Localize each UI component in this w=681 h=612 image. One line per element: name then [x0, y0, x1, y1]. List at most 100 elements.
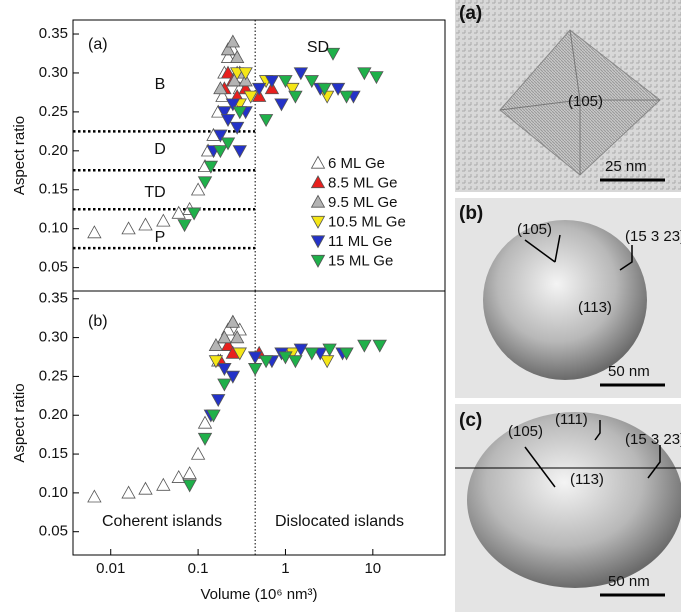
marker: [197, 432, 213, 446]
marker: [293, 343, 309, 357]
marker: [258, 114, 274, 128]
island-shape: [483, 220, 647, 380]
marker: [229, 121, 245, 135]
y-tick-label: 0.10: [39, 220, 68, 237]
y-tick-label: 0.30: [39, 329, 68, 346]
marker: [121, 485, 136, 499]
marker: [274, 98, 289, 112]
annotation: (a): [88, 36, 108, 53]
panel-label: (b): [459, 203, 483, 224]
marker: [171, 470, 186, 483]
marker: [232, 145, 247, 159]
marker: [330, 82, 346, 96]
marker: [322, 343, 337, 357]
marker: [220, 114, 236, 128]
pointer: [524, 234, 633, 271]
marker: [258, 355, 274, 369]
marker: [325, 47, 341, 61]
panel-label: (a): [459, 3, 482, 24]
marker: [357, 67, 372, 81]
annotation: P: [155, 229, 166, 246]
marker: [251, 82, 267, 96]
marker: [339, 90, 354, 104]
legend-marker: [310, 194, 326, 208]
y-tick-label: 0.05: [39, 259, 68, 276]
marker: [171, 205, 186, 219]
marker: [264, 75, 280, 89]
y-tick-label: 0.30: [39, 64, 68, 81]
marker: [225, 370, 241, 384]
scale-label: 50 nm: [608, 573, 650, 590]
marker: [206, 409, 221, 423]
marker: [229, 330, 245, 344]
marker: [190, 446, 206, 460]
marker: [227, 73, 242, 87]
marker: [182, 466, 197, 480]
marker: [177, 219, 192, 233]
legend-label: 10.5 ML Ge: [328, 213, 406, 230]
marker: [278, 351, 293, 365]
marker: [288, 355, 303, 369]
annotation: B: [155, 76, 166, 93]
marker: [243, 90, 258, 104]
legend-marker: [310, 215, 326, 229]
legend-marker: [310, 155, 326, 169]
facet-label: (105): [517, 221, 552, 238]
legend-marker: [310, 235, 326, 249]
marker: [197, 415, 213, 429]
x-axis-label: Volume (10⁶ nm³): [200, 586, 317, 603]
x-tick-label: 0.1: [188, 560, 209, 577]
marker: [220, 65, 236, 79]
marker: [220, 50, 236, 63]
legend-label: 6 ML Ge: [328, 155, 385, 172]
annotation: Coherent islands: [102, 513, 222, 530]
marker: [238, 67, 253, 81]
marker: [225, 98, 241, 112]
marker: [247, 351, 263, 365]
marker: [87, 225, 102, 239]
marker: [278, 75, 293, 89]
marker: [213, 81, 228, 95]
marker: [138, 217, 153, 231]
marker: [217, 363, 232, 376]
facet-label: (113): [578, 299, 612, 316]
marker: [211, 394, 226, 408]
y-tick-label: 0.35: [39, 25, 68, 42]
marker: [225, 314, 241, 328]
facet-label: (111): [555, 411, 588, 428]
marker: [213, 129, 228, 143]
marker: [304, 75, 319, 89]
y-tick-label: 0.10: [39, 484, 68, 501]
marker: [182, 479, 197, 493]
y-tick-label: 0.20: [39, 142, 68, 159]
marker: [225, 34, 241, 48]
y-tick-label: 0.35: [39, 290, 68, 307]
marker: [288, 90, 303, 104]
island-shape: [467, 412, 681, 588]
panel-label: (c): [459, 410, 482, 431]
facet-label: (113): [570, 471, 604, 488]
legend-label: 11 ML Ge: [328, 233, 392, 250]
annotation: D: [154, 141, 166, 158]
y-axis-label: Aspect ratio: [11, 383, 28, 462]
facet-label: (15 3 23): [625, 228, 681, 245]
plot-frame: [72, 290, 446, 556]
marker: [357, 339, 372, 353]
marker: [186, 207, 202, 221]
annotation: SD: [307, 39, 329, 56]
marker: [220, 42, 236, 56]
facet-label: (105): [568, 93, 603, 110]
marker: [87, 489, 102, 503]
marker: [156, 213, 171, 227]
y-tick-label: 0.15: [39, 181, 68, 198]
legend-marker: [310, 254, 326, 268]
y-tick-label: 0.25: [39, 367, 68, 384]
marker: [215, 88, 230, 102]
marker: [208, 338, 224, 351]
marker: [190, 182, 206, 196]
y-axis-label: Aspect ratio: [11, 116, 28, 195]
scale-label: 25 nm: [605, 158, 647, 175]
scale-label: 50 nm: [608, 363, 650, 380]
